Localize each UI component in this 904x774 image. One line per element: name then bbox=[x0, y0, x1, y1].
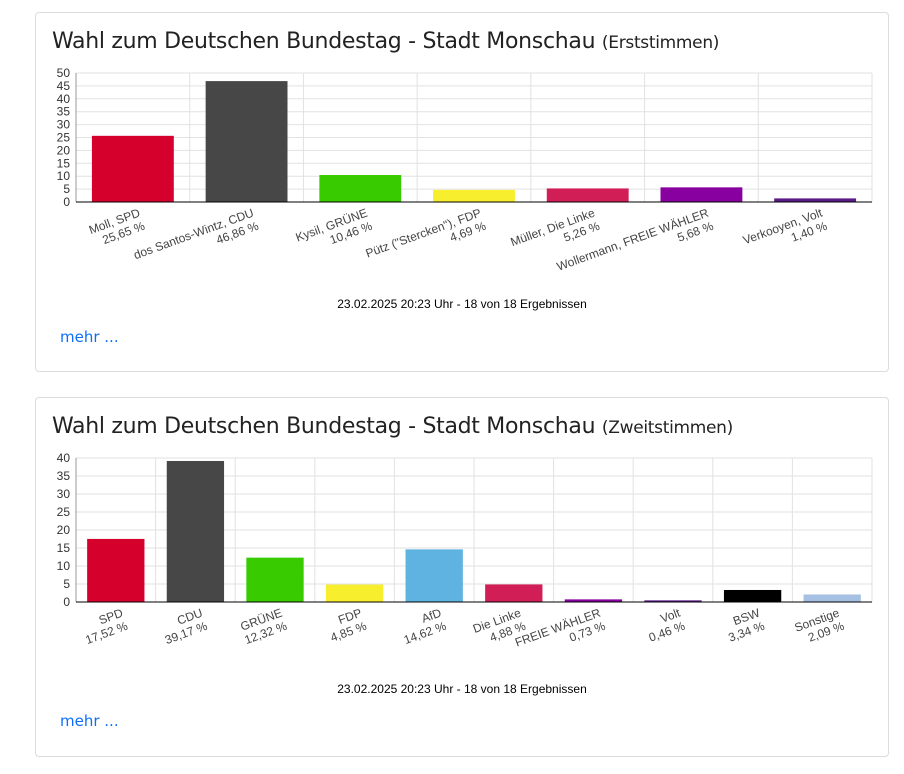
bar[interactable] bbox=[87, 538, 145, 602]
card-title: Wahl zum Deutschen Bundestag - Stadt Mon… bbox=[52, 414, 733, 439]
chart-subtitle: (Zweitstimmen) bbox=[601, 418, 733, 438]
bar[interactable] bbox=[564, 599, 623, 602]
bar[interactable] bbox=[723, 589, 782, 602]
more-link[interactable]: mehr ... bbox=[60, 712, 119, 730]
bar[interactable] bbox=[205, 81, 288, 202]
bar[interactable] bbox=[803, 594, 861, 602]
bar[interactable] bbox=[246, 557, 304, 602]
y-tick-label: 20 bbox=[57, 523, 71, 537]
y-tick-label: 30 bbox=[57, 118, 71, 132]
y-tick-label: 40 bbox=[57, 92, 71, 106]
y-tick-label: 10 bbox=[57, 169, 71, 183]
y-tick-label: 10 bbox=[57, 559, 71, 573]
y-tick-label: 0 bbox=[63, 595, 70, 609]
category-label: Volt bbox=[658, 605, 682, 625]
bar[interactable] bbox=[319, 175, 402, 202]
chart-title: Wahl zum Deutschen Bundestag - Stadt Mon… bbox=[52, 29, 596, 54]
y-tick-label: 25 bbox=[57, 505, 71, 519]
y-tick-label: 5 bbox=[63, 182, 70, 196]
bar[interactable] bbox=[325, 584, 384, 602]
y-tick-label: 35 bbox=[57, 469, 71, 483]
bar[interactable] bbox=[774, 198, 857, 202]
y-tick-label: 35 bbox=[57, 105, 71, 119]
bar[interactable] bbox=[166, 460, 225, 602]
bar[interactable] bbox=[433, 189, 515, 202]
y-tick-label: 50 bbox=[57, 66, 71, 80]
bar[interactable] bbox=[644, 600, 702, 602]
bar[interactable] bbox=[405, 549, 463, 602]
y-tick-label: 25 bbox=[57, 131, 71, 145]
y-tick-label: 20 bbox=[57, 143, 71, 157]
bar[interactable] bbox=[485, 584, 543, 602]
card-title: Wahl zum Deutschen Bundestag - Stadt Mon… bbox=[52, 29, 719, 54]
chart-subtitle: (Erststimmen) bbox=[601, 33, 720, 53]
bar[interactable] bbox=[91, 135, 174, 202]
zweitstimmen-card: Wahl zum Deutschen Bundestag - Stadt Mon… bbox=[35, 397, 889, 757]
grid bbox=[75, 72, 873, 203]
erststimmen-card: Wahl zum Deutschen Bundestag - Stadt Mon… bbox=[35, 12, 889, 372]
chart-title: Wahl zum Deutschen Bundestag - Stadt Mon… bbox=[52, 414, 596, 439]
category-label: AfD bbox=[420, 606, 444, 626]
results-footnote: 23.02.2025 20:23 Uhr - 18 von 18 Ergebni… bbox=[337, 297, 587, 311]
bar[interactable] bbox=[546, 188, 629, 202]
y-tick-label: 15 bbox=[57, 541, 71, 555]
y-tick-label: 40 bbox=[57, 451, 71, 465]
y-tick-label: 0 bbox=[63, 195, 70, 209]
results-footnote: 23.02.2025 20:23 Uhr - 18 von 18 Ergebni… bbox=[337, 682, 587, 696]
y-tick-label: 45 bbox=[57, 79, 71, 93]
bar[interactable] bbox=[660, 187, 743, 202]
y-tick-label: 30 bbox=[57, 487, 71, 501]
more-link[interactable]: mehr ... bbox=[60, 328, 119, 346]
y-tick-label: 15 bbox=[57, 156, 71, 170]
y-tick-label: 5 bbox=[63, 577, 70, 591]
